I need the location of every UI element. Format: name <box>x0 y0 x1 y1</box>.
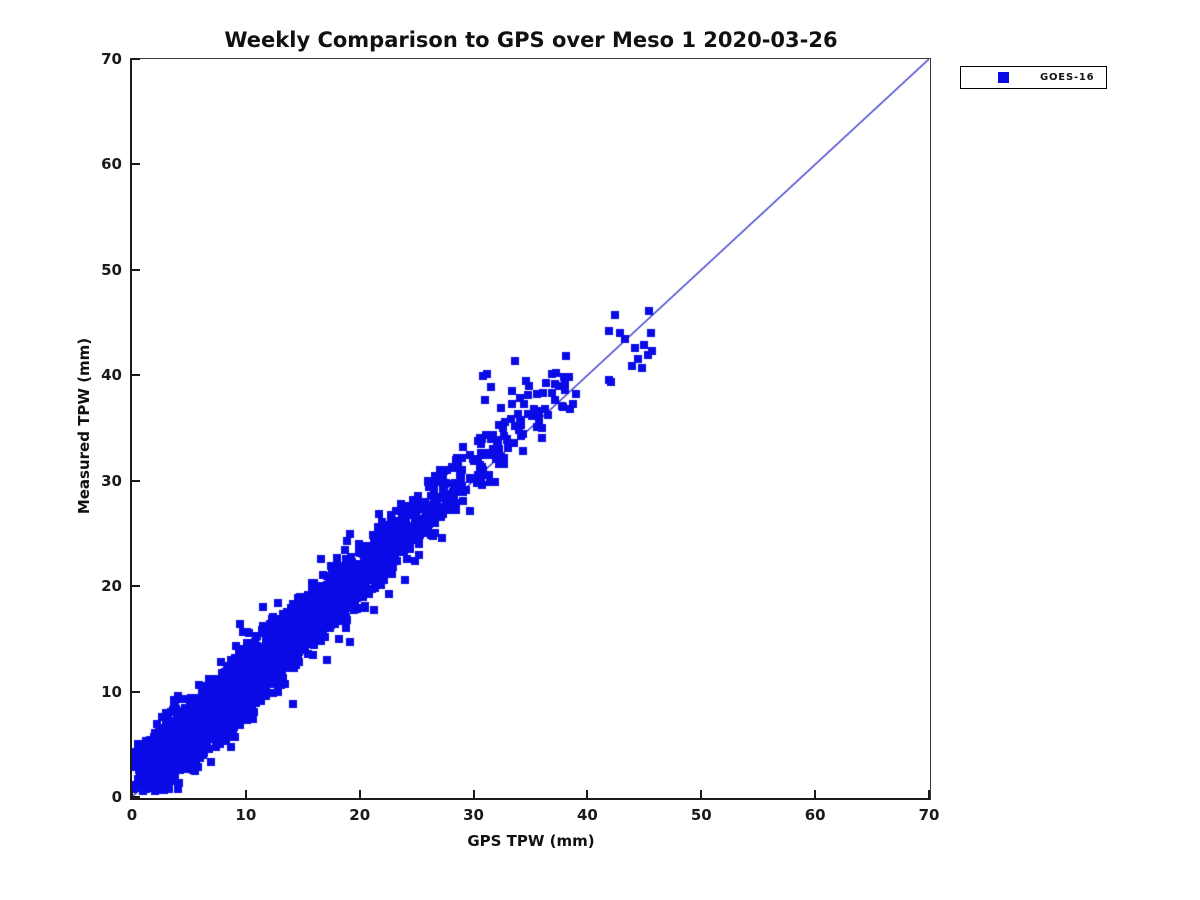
y-tick-label: 30 <box>101 471 122 490</box>
x-tick-label: 10 <box>235 806 257 824</box>
y-tick-label: 70 <box>101 50 122 68</box>
y-axis-label: Measured TPW (mm) <box>75 337 93 515</box>
y-tick-label: 60 <box>101 155 122 174</box>
x-tick-mark <box>928 790 930 798</box>
y-tick-mark <box>132 374 140 377</box>
legend-square-marker-icon <box>998 72 1009 83</box>
x-tick-mark <box>814 790 817 798</box>
y-tick-label: 10 <box>101 682 122 701</box>
legend-label: GOES-16 <box>1040 72 1095 83</box>
y-tick-label: 0 <box>111 788 122 806</box>
legend: GOES-16 <box>960 66 1107 89</box>
y-tick-label: 40 <box>101 366 122 385</box>
x-tick-mark <box>472 790 475 798</box>
chart-title: Weekly Comparison to GPS over Meso 1 202… <box>224 28 838 52</box>
x-tick-mark <box>586 790 589 798</box>
x-tick-label: 60 <box>804 806 826 824</box>
x-tick-label: 70 <box>918 806 940 824</box>
plot-area <box>130 58 931 800</box>
scatter-canvas <box>132 59 929 797</box>
y-tick-mark <box>132 690 140 693</box>
y-tick-mark <box>132 796 140 798</box>
y-tick-label: 20 <box>101 577 122 596</box>
y-tick-mark <box>132 163 140 166</box>
x-tick-mark <box>131 790 133 798</box>
x-axis-label: GPS TPW (mm) <box>467 832 595 850</box>
y-tick-mark <box>132 479 140 482</box>
x-tick-label: 20 <box>349 806 371 824</box>
y-tick-mark <box>132 585 140 588</box>
x-tick-label: 30 <box>463 806 484 824</box>
x-tick-label: 40 <box>576 806 598 824</box>
x-tick-mark <box>244 790 247 798</box>
y-tick-mark <box>132 58 140 60</box>
x-tick-mark <box>358 790 361 798</box>
x-tick-label: 0 <box>126 806 138 824</box>
y-tick-label: 50 <box>101 260 122 279</box>
y-tick-mark <box>132 268 140 271</box>
x-tick-label: 50 <box>690 806 712 824</box>
x-tick-mark <box>700 790 703 798</box>
